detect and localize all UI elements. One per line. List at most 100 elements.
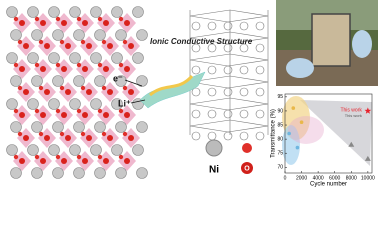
arrow [124,79,143,87]
ni-atom [48,52,60,64]
o-atom [19,66,25,72]
chart [270,88,378,189]
o-atom [44,135,50,141]
crystal-structure [6,6,148,179]
y-tick-label: 85 [277,122,283,128]
o-label: O [244,165,250,172]
frame-atom [207,131,217,141]
ni-atom [52,167,64,179]
o-atom [23,135,29,141]
frame-line [189,119,269,133]
o-atom [76,16,82,22]
x-tick-label: 10000 [361,175,375,181]
ni-atom [73,29,85,41]
frame-atom [255,109,265,119]
frame-atom [255,131,265,141]
frame-atom [255,43,265,53]
ni-atom [73,121,85,133]
o-atom [103,66,109,72]
ni-atom [48,6,60,18]
ni-atom [10,121,22,133]
o-atom [34,154,40,160]
plot-frame [284,93,373,174]
electron-label: e⁻ [113,73,123,83]
o-atom [13,108,19,114]
o-atom [76,62,82,68]
point [364,155,371,161]
frame-atom [191,131,201,141]
o-atom [19,20,25,26]
frame-line [189,53,269,67]
o-atom [80,39,86,45]
frame-atom [239,131,249,141]
frame-atom [223,21,233,31]
ni-atom [94,75,106,87]
o-atom [40,20,46,26]
o-atom [13,154,19,160]
o-atom [97,16,103,22]
o-atom [61,66,67,72]
frame-atom [191,21,201,31]
o-atom [107,89,113,95]
x-tick-label: 4000 [313,175,324,181]
figure: Ionic Conductive Structure e⁻ Li⁺ Ni O 7… [6,0,378,189]
ni-atom [132,6,144,18]
o-atom [97,62,103,68]
ni-atom [31,29,43,41]
ni-atom [136,121,148,133]
lithium-label: Li⁺ [118,98,131,108]
annotation: This work [340,107,362,113]
o-atom [34,108,40,114]
o-atom [101,39,107,45]
structure-title: Ionic Conductive Structure [150,37,253,46]
ni-atom [10,75,22,87]
ni-atom [111,98,123,110]
o-atom [61,158,67,164]
point [348,141,355,147]
frame-atom [207,87,217,97]
y-axis-title: Transmittance (%) [271,109,277,158]
ni-atom [31,75,43,87]
o-atom [103,158,109,164]
o-atom [122,131,128,137]
o-atom [107,43,113,49]
frame-atom [223,43,233,53]
o-atom [76,154,82,160]
ni-atom [6,52,18,64]
frame-atom [239,65,249,75]
o-atom [61,20,67,26]
ni-atom [90,6,102,18]
x-tick-label: 0 [284,175,287,181]
o-atom [65,135,71,141]
o-atom [118,16,124,22]
o-atom [103,112,109,118]
ni-atom [69,6,81,18]
x-tick-label: 6000 [329,175,340,181]
frame-atom [223,131,233,141]
o-atom [13,16,19,22]
photo [276,0,378,86]
o-atom [44,89,50,95]
o-atom [124,66,130,72]
frame-line [189,9,269,23]
o-atom [55,62,61,68]
point [291,106,296,110]
o-atom [59,39,65,45]
plot: 70 75 80 85 90 95 0 2000 4000 6000 8000 10000 Cycle … [271,93,375,188]
ni-atom [27,52,39,64]
o-atom [59,131,65,137]
o-sphere [241,162,253,174]
frame-atom [223,87,233,97]
frame-atom [255,87,265,97]
ni-atom [6,144,18,156]
ni-atom [69,98,81,110]
frame-line [189,97,269,111]
o-atom [38,131,44,137]
frame-atom [191,109,201,119]
ni-atom [94,121,106,133]
ni-atom [115,29,127,41]
ni-atom [73,75,85,87]
frame-atom [223,109,233,119]
o-atom [80,85,86,91]
ni-atom [90,144,102,156]
